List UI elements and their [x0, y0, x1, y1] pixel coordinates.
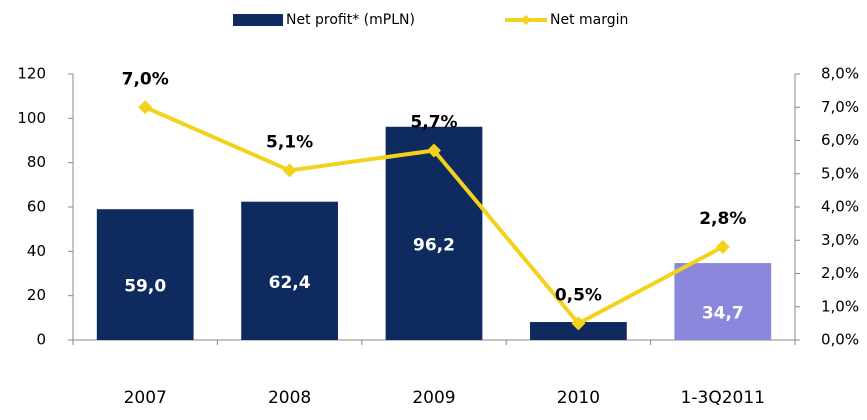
legend-label: Net profit* (mPLN) [286, 12, 415, 28]
y-tick-label: 120 [17, 65, 46, 83]
x-tick-label: 2008 [268, 388, 311, 408]
bar [385, 126, 483, 340]
bar [241, 201, 338, 340]
line-value-label: 0,5% [555, 285, 602, 305]
y2-tick-label: 5,0% [821, 164, 859, 182]
line-value-label: 7,0% [122, 69, 169, 89]
line-marker [715, 239, 730, 254]
legend-marker [521, 15, 531, 25]
y2-tick-label: 0,0% [821, 331, 859, 349]
y2-tick-label: 4,0% [821, 198, 859, 216]
y2-tick-label: 2,0% [821, 264, 859, 282]
line-marker [571, 316, 586, 331]
line-value-label: 5,7% [410, 112, 457, 132]
bar-value-label: 62,4 [269, 273, 311, 293]
bar-value-label: 59,0 [124, 277, 166, 297]
legend-swatch [233, 14, 283, 26]
line-marker [138, 100, 153, 115]
line-value-label: 2,8% [699, 209, 746, 229]
x-tick-label: 2009 [412, 388, 455, 408]
y-tick-label: 60 [27, 198, 46, 216]
y-tick-label: 80 [27, 153, 46, 171]
line-value-label: 5,1% [266, 132, 313, 152]
x-tick-label: 1-3Q2011 [681, 388, 765, 408]
legend-label: Net margin [550, 12, 628, 28]
y-tick-label: 40 [27, 242, 46, 260]
y2-tick-label: 6,0% [821, 131, 859, 149]
x-tick-label: 2010 [557, 388, 600, 408]
line-marker [427, 143, 441, 158]
bar [674, 263, 772, 340]
y-tick-label: 0 [36, 331, 46, 349]
y2-tick-label: 8,0% [821, 65, 859, 83]
x-tick-label: 2007 [124, 388, 167, 408]
y2-tick-label: 7,0% [821, 98, 859, 116]
bar [530, 322, 627, 340]
bar [96, 209, 194, 340]
bar-value-label: 34,7 [702, 304, 744, 324]
y-tick-label: 100 [17, 109, 46, 127]
bar-value-label: 96,2 [413, 235, 455, 255]
y-tick-label: 20 [27, 286, 46, 304]
line-marker [282, 163, 297, 178]
y2-tick-label: 1,0% [821, 297, 859, 315]
y2-tick-label: 3,0% [821, 231, 859, 249]
